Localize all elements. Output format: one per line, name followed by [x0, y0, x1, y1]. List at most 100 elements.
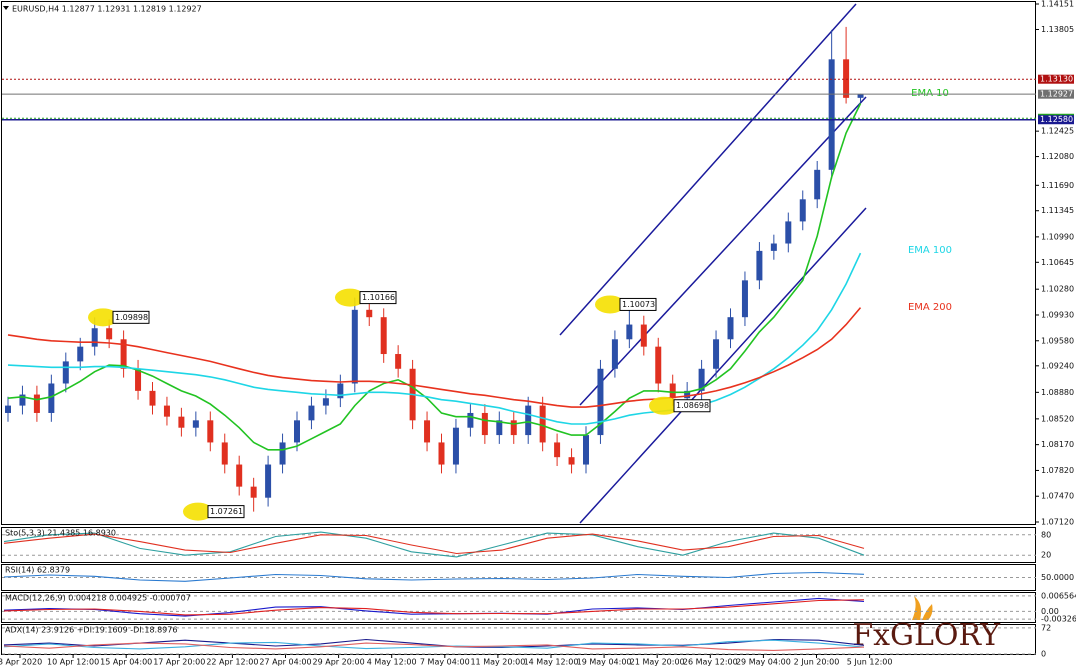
- y-tick-label: 0: [1041, 650, 1046, 659]
- candle-body: [120, 339, 127, 369]
- candle-body: [366, 309, 373, 318]
- x-tick-label: 17 Apr 20:00: [153, 658, 205, 667]
- x-tick-label: 5 Jun 12:00: [847, 658, 893, 667]
- candle-body: [814, 169, 821, 200]
- candle-body: [77, 346, 84, 362]
- ema-line: [7, 252, 862, 425]
- annotation-label: 1.09898: [115, 313, 148, 322]
- candle-body: [438, 442, 445, 465]
- candle-body: [554, 442, 561, 458]
- y-tick-label: 0.00: [1041, 607, 1059, 616]
- y-tick-label: 1.07120: [1041, 518, 1074, 527]
- candle-body: [727, 317, 734, 340]
- y-tick-label: 1.11345: [1041, 206, 1074, 215]
- annotation-label: 1.08698: [676, 401, 709, 410]
- y-tick-label: 80: [1041, 530, 1051, 539]
- x-tick-label: 7 May 04:00: [420, 658, 470, 667]
- level-label: 1.13130: [1040, 75, 1073, 84]
- legend-label: EMA 200: [908, 302, 952, 313]
- indicator-line: [3, 571, 865, 582]
- highlight: [88, 308, 118, 327]
- title-marker: [3, 6, 9, 10]
- candle-body: [626, 324, 633, 340]
- x-tick-label: 26 May 12:00: [683, 658, 738, 667]
- candle-body: [207, 420, 214, 443]
- indicator-title: MACD(12,26,9) 0.004218 0.004925 -0.00070…: [5, 594, 191, 603]
- y-tick-label: 1.12425: [1041, 127, 1074, 136]
- candle-body: [669, 383, 676, 399]
- candle-body: [135, 368, 142, 391]
- y-tick-label: 1.07820: [1041, 466, 1074, 475]
- candle-body: [770, 243, 777, 251]
- candle-body: [698, 368, 705, 391]
- candle-body: [322, 398, 329, 406]
- channel-line: [579, 96, 867, 406]
- candle-body: [597, 368, 604, 436]
- y-tick-label: 72: [1041, 623, 1051, 632]
- candle-body: [525, 405, 532, 436]
- y-tick-label: 1.10280: [1041, 285, 1074, 294]
- y-tick-label: 1.09240: [1041, 361, 1074, 370]
- candle-body: [741, 280, 748, 318]
- x-tick-label: 4 May 12:00: [367, 658, 417, 667]
- y-tick-label: 1.08520: [1041, 414, 1074, 423]
- legend-label: EMA 100: [908, 245, 952, 256]
- candle-body: [380, 317, 387, 355]
- indicator-title: RSI(14) 62.8379: [5, 566, 70, 575]
- candle-body: [785, 221, 792, 244]
- candle-body: [337, 383, 344, 399]
- channel-line: [579, 207, 867, 524]
- highlight: [183, 502, 213, 521]
- x-tick-label: 27 Apr 04:00: [259, 658, 311, 667]
- candle-body: [539, 405, 546, 443]
- channel-lines: [559, 3, 867, 524]
- y-tick-label: 1.07470: [1041, 492, 1074, 501]
- annotation-box: [207, 505, 245, 519]
- macd-panel-frame: [1, 592, 1036, 623]
- candle-body: [684, 390, 691, 399]
- y-tick-label: 50.0000: [1041, 573, 1074, 582]
- candle-body: [568, 457, 575, 465]
- candle-body: [294, 420, 300, 443]
- candle-body: [91, 328, 98, 347]
- legend-label: EMA 10: [911, 88, 949, 99]
- x-tick-label: 22 Apr 12:00: [206, 658, 258, 667]
- candle-body: [250, 486, 257, 498]
- indicator-line: [3, 638, 865, 649]
- indicator-line: [3, 642, 865, 651]
- candle-body: [510, 420, 517, 436]
- y-tick-label: -0.003269: [1041, 615, 1076, 624]
- level-tag: [1038, 74, 1074, 84]
- x-tick-label: 2 Jun 20:00: [794, 658, 840, 667]
- ema-line: [7, 103, 862, 451]
- candle-body: [655, 346, 662, 384]
- candle-body: [221, 442, 228, 465]
- candle-body: [265, 464, 272, 498]
- x-tick-label: 21 May 20:00: [630, 658, 685, 667]
- channel-line: [559, 3, 857, 336]
- indicator-title: Sto(5,3,3) 21.4385 16.8930: [5, 529, 116, 538]
- y-tick-label: 1.09580: [1041, 336, 1074, 345]
- x-tick-label: 10 Apr 12:00: [47, 658, 99, 667]
- candle-body: [279, 442, 286, 465]
- candle-body: [467, 412, 474, 428]
- annotation-box: [673, 399, 711, 413]
- candle-body: [149, 390, 156, 406]
- candle-body: [799, 199, 806, 222]
- x-tick-label: 14 May 12:00: [524, 658, 579, 667]
- candle-body: [828, 59, 835, 170]
- candle-body: [640, 324, 647, 347]
- x-tick-label: 29 May 04:00: [736, 658, 791, 667]
- candle-body: [496, 420, 503, 436]
- candle-body: [713, 339, 720, 369]
- candle-body: [611, 339, 618, 369]
- chart-title: EURUSD,H4 1.12877 1.12931 1.12819 1.1292…: [12, 5, 202, 14]
- candle-body: [178, 416, 185, 428]
- candle-body: [62, 361, 69, 384]
- annotation-box: [359, 291, 397, 305]
- annotation-box: [112, 310, 150, 324]
- level-tag: [1038, 115, 1074, 125]
- y-tick-label: 1.09930: [1041, 310, 1074, 319]
